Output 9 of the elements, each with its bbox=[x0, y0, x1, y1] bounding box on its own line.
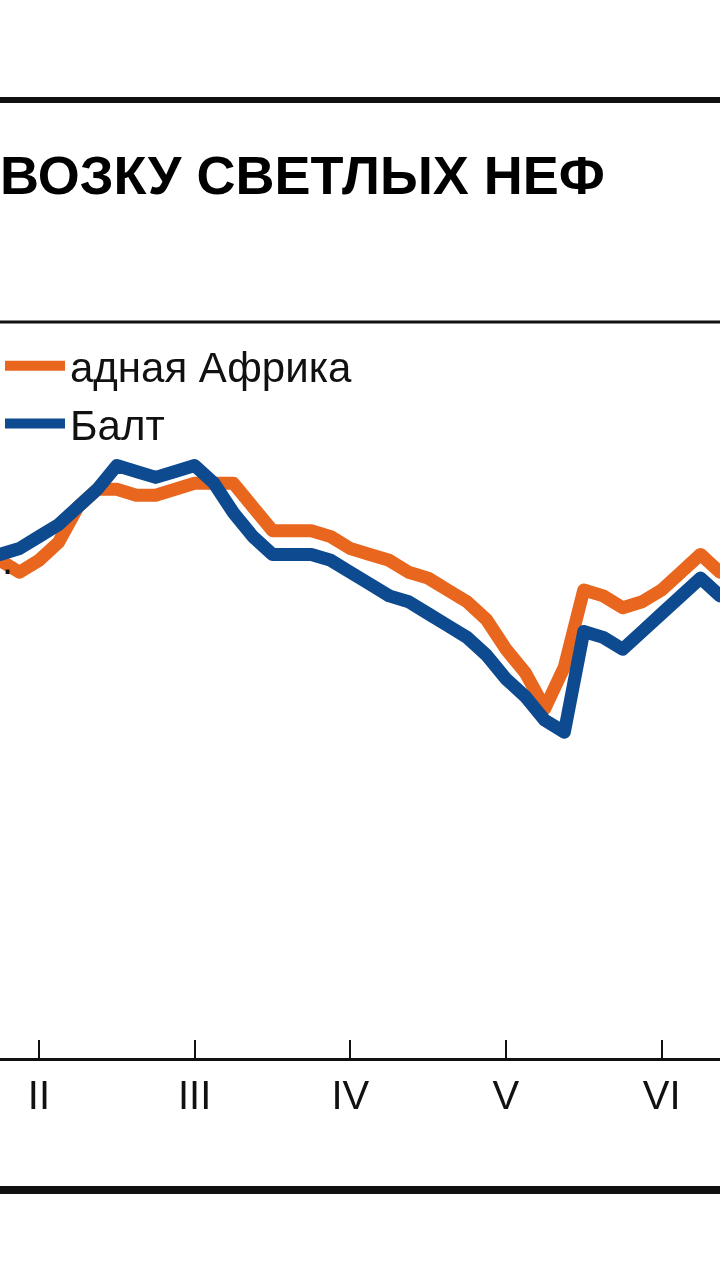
x-tick-label: VI bbox=[642, 1073, 681, 1117]
x-tick-label: IV bbox=[331, 1073, 370, 1117]
x-tick-label: III bbox=[177, 1073, 212, 1117]
legend-label: Балт bbox=[70, 401, 165, 449]
text: . bbox=[2, 538, 14, 582]
x-tick-label: V bbox=[492, 1073, 520, 1117]
chart-title: ВОЗКУ СВЕТЛЫХ НЕФ bbox=[0, 144, 605, 205]
x-tick-label: II bbox=[27, 1073, 51, 1117]
legend-label: адная Африка bbox=[70, 344, 352, 392]
